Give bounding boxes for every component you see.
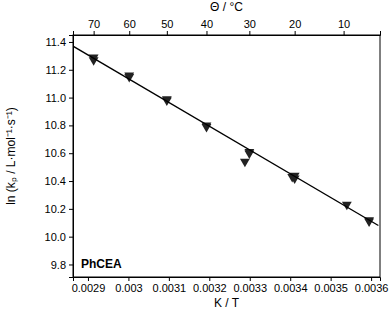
tick-label: 9.8: [51, 259, 66, 271]
tick-mark: [69, 181, 73, 182]
tick-label: 20: [289, 18, 301, 30]
tick: 0.003: [115, 277, 143, 294]
x2-axis: 70 60 50 40 30 20 10: [74, 18, 381, 36]
tick: 0.0032: [193, 277, 227, 294]
x-axis: 0.0029 0.003 0.0031 0.0032 0.0033 0.0034 0.003…: [72, 277, 389, 294]
tick: 70: [88, 18, 100, 35]
tick: 20: [289, 18, 301, 35]
tick: 9.8: [51, 259, 73, 271]
tick: 11.4: [45, 36, 73, 48]
fit-line: [73, 46, 378, 225]
tick-label: 0.0031: [153, 282, 187, 294]
marks: [73, 46, 378, 227]
tick-mark: [88, 277, 89, 281]
tick-label: 0.003: [115, 282, 143, 294]
tick-label: 30: [244, 18, 256, 30]
x-axis-title: K / T: [214, 296, 240, 310]
tick-mark: [69, 125, 73, 126]
tick-mark: [331, 277, 332, 281]
tick-label: 11.0: [45, 92, 66, 104]
tick-mark: [206, 31, 207, 35]
tick-mark: [69, 70, 73, 71]
tick-mark: [129, 31, 130, 35]
tick-mark: [69, 264, 73, 265]
tick: 10.0: [45, 231, 73, 243]
y-axis: 9.8 10.0 10.2 10.4 10.6 10.8 11.0 11.2 11.4: [45, 36, 74, 278]
tick: 10.2: [45, 203, 73, 215]
tick-mark: [167, 31, 168, 35]
tick-label: 40: [201, 18, 213, 30]
tick-label: 50: [161, 18, 173, 30]
tick-mark: [69, 153, 73, 154]
tick: 0.0034: [274, 277, 308, 294]
tick: 30: [244, 18, 256, 35]
annotation: PhCEA: [81, 257, 122, 271]
tick-mark: [69, 98, 73, 99]
tick-label: 11.4: [45, 36, 66, 48]
tick-mark: [69, 237, 73, 238]
tick-label: 10: [338, 18, 350, 30]
y-axis-line: [69, 36, 74, 278]
tick-mark: [344, 31, 345, 35]
tick-label: 11.2: [45, 64, 66, 76]
tick-label: 60: [124, 18, 136, 30]
tick-mark: [69, 42, 73, 43]
tick-label: 0.0032: [193, 282, 227, 294]
x2-axis-line: [74, 31, 381, 36]
tick-label: 10.0: [45, 231, 66, 243]
tick-mark: [169, 277, 170, 281]
tick-mark: [295, 31, 296, 35]
tick-label: 10.2: [45, 203, 66, 215]
tick-mark: [209, 277, 210, 281]
tick: 0.0036: [355, 277, 389, 294]
tick: 0.0033: [233, 277, 267, 294]
point: [240, 159, 250, 168]
tick: 11.0: [45, 92, 73, 104]
tick-label: 0.0034: [274, 282, 308, 294]
tick: 0.0035: [314, 277, 348, 294]
tick: 0.0029: [72, 277, 106, 294]
tick: 10.8: [45, 119, 73, 131]
tick-label: 70: [88, 18, 100, 30]
plot-frame: [73, 35, 380, 277]
tick: 10.6: [45, 147, 73, 159]
tick-mark: [371, 277, 372, 281]
tick: 10.4: [45, 175, 73, 187]
tick-label: 10.6: [45, 147, 66, 159]
tick-label: 0.0035: [314, 282, 348, 294]
tick: 40: [201, 18, 213, 35]
tick-mark: [250, 277, 251, 281]
tick: 50: [161, 18, 173, 35]
tick: 10: [338, 18, 350, 35]
x2-axis-title: Θ / °C: [210, 0, 243, 14]
tick: 0.0031: [153, 277, 187, 294]
tick-label: 0.0033: [233, 282, 267, 294]
tick-label: 0.0029: [72, 282, 106, 294]
tick-label: 0.0036: [355, 282, 389, 294]
tick-mark: [249, 31, 250, 35]
x-axis-line: [74, 278, 381, 282]
tick-mark: [128, 277, 129, 281]
tick-mark: [69, 209, 73, 210]
tick-mark: [290, 277, 291, 281]
tick-label: 10.8: [45, 119, 66, 131]
tick: 11.2: [45, 64, 73, 76]
y-axis-title: ln (kₚ / L·mol⁻¹·s⁻¹): [4, 107, 18, 205]
chart: 0.0029 0.003 0.0031 0.0032 0.0033 0.0034 0.003…: [0, 0, 392, 310]
tick-label: 10.4: [45, 175, 66, 187]
tick: 60: [124, 18, 136, 35]
tick-mark: [94, 31, 95, 35]
